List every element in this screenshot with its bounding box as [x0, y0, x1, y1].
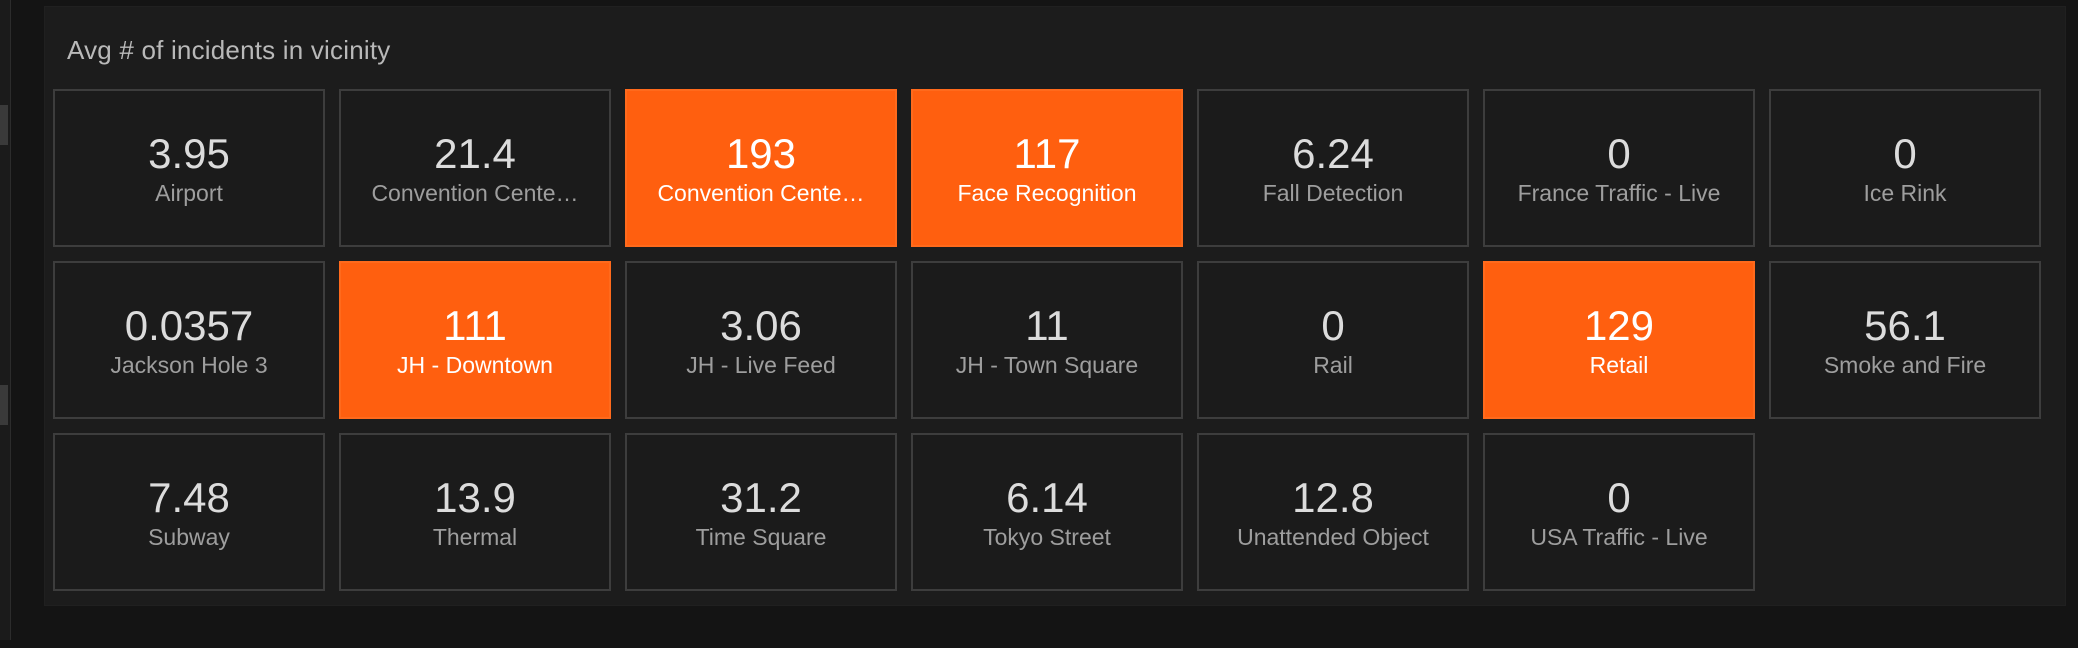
stat-value: 111 [443, 302, 507, 349]
panel-title: Avg # of incidents in vicinity [67, 35, 391, 65]
stat-value: 6.24 [1292, 130, 1374, 177]
stat-label: JH - Live Feed [686, 352, 836, 378]
stat-value: 0 [1607, 130, 1631, 177]
stat-label: Thermal [432, 524, 518, 550]
stat-value: 0.0357 [124, 302, 254, 349]
stat-label: JH - Town Square [955, 352, 1139, 378]
stat-tile[interactable]: 6.24 Fall Detection [1197, 89, 1469, 247]
stat-label: USA Traffic - Live [1530, 524, 1708, 550]
stat-tile[interactable]: 111 JH - Downtown [339, 261, 611, 419]
stat-tile[interactable]: 0.0357 Jackson Hole 3 [53, 261, 325, 419]
stat-value: 117 [1013, 130, 1081, 177]
stat-value: 193 [725, 130, 797, 177]
stat-value: 0 [1321, 302, 1345, 349]
stat-value: 0 [1893, 130, 1917, 177]
stat-label: Smoke and Fire [1823, 352, 1987, 378]
stat-value: 31.2 [720, 474, 802, 521]
stat-label: Face Recognition [957, 180, 1137, 206]
incidents-panel: Avg # of incidents in vicinity 3.95 Airpo… [44, 6, 2066, 606]
stat-tile[interactable]: 31.2 Time Square [625, 433, 897, 591]
stat-value: 56.1 [1864, 302, 1946, 349]
stat-value: 0 [1607, 474, 1631, 521]
stat-value: 11 [1025, 302, 1069, 349]
stat-tile[interactable]: 117 Face Recognition [911, 89, 1183, 247]
sidebar-notch [0, 105, 8, 145]
stat-label: Ice Rink [1863, 180, 1947, 206]
stat-tile[interactable]: 193 Convention Cente… [625, 89, 897, 247]
stat-value: 13.9 [434, 474, 516, 521]
stat-value: 6.14 [1006, 474, 1088, 521]
stat-tile[interactable]: 21.4 Convention Cente… [339, 89, 611, 247]
stat-tile[interactable]: 56.1 Smoke and Fire [1769, 261, 2041, 419]
stat-tile[interactable]: 0 Ice Rink [1769, 89, 2041, 247]
stat-tile[interactable]: 129 Retail [1483, 261, 1755, 419]
stat-tile[interactable]: 7.48 Subway [53, 433, 325, 591]
stat-tile[interactable]: 6.14 Tokyo Street [911, 433, 1183, 591]
stat-tile[interactable]: 0 Rail [1197, 261, 1469, 419]
stat-tile[interactable]: 13.9 Thermal [339, 433, 611, 591]
stat-value: 12.8 [1292, 474, 1374, 521]
stat-value: 7.48 [148, 474, 230, 521]
stat-tile[interactable]: 3.95 Airport [53, 89, 325, 247]
stat-value: 3.06 [720, 302, 802, 349]
stat-label: Subway [148, 524, 230, 550]
stat-value: 129 [1583, 302, 1655, 349]
stat-tile-grid: 3.95 Airport 21.4 Convention Cente… 193 Conve… [53, 89, 2041, 591]
stat-tile[interactable]: 3.06 JH - Live Feed [625, 261, 897, 419]
sidebar-notch [0, 385, 8, 425]
stat-tile[interactable]: 11 JH - Town Square [911, 261, 1183, 419]
stat-value: 3.95 [148, 130, 230, 177]
stat-tile[interactable]: 0 USA Traffic - Live [1483, 433, 1755, 591]
stat-label: Time Square [695, 524, 827, 550]
stat-label: JH - Downtown [397, 352, 553, 378]
stat-label: Jackson Hole 3 [110, 352, 268, 378]
left-sidebar-edge [0, 0, 11, 640]
stat-label: France Traffic - Live [1517, 180, 1721, 206]
stat-label: Tokyo Street [983, 524, 1111, 550]
stat-label: Rail [1313, 352, 1353, 378]
stat-label: Airport [155, 180, 223, 206]
stat-label: Convention Cente… [657, 180, 865, 206]
stat-label: Fall Detection [1262, 180, 1404, 206]
stat-label: Unattended Object [1237, 524, 1429, 550]
stat-tile[interactable]: 12.8 Unattended Object [1197, 433, 1469, 591]
stat-value: 21.4 [434, 130, 516, 177]
stat-tile[interactable]: 0 France Traffic - Live [1483, 89, 1755, 247]
stat-label: Convention Cente… [371, 180, 579, 206]
stat-label: Retail [1589, 352, 1649, 378]
